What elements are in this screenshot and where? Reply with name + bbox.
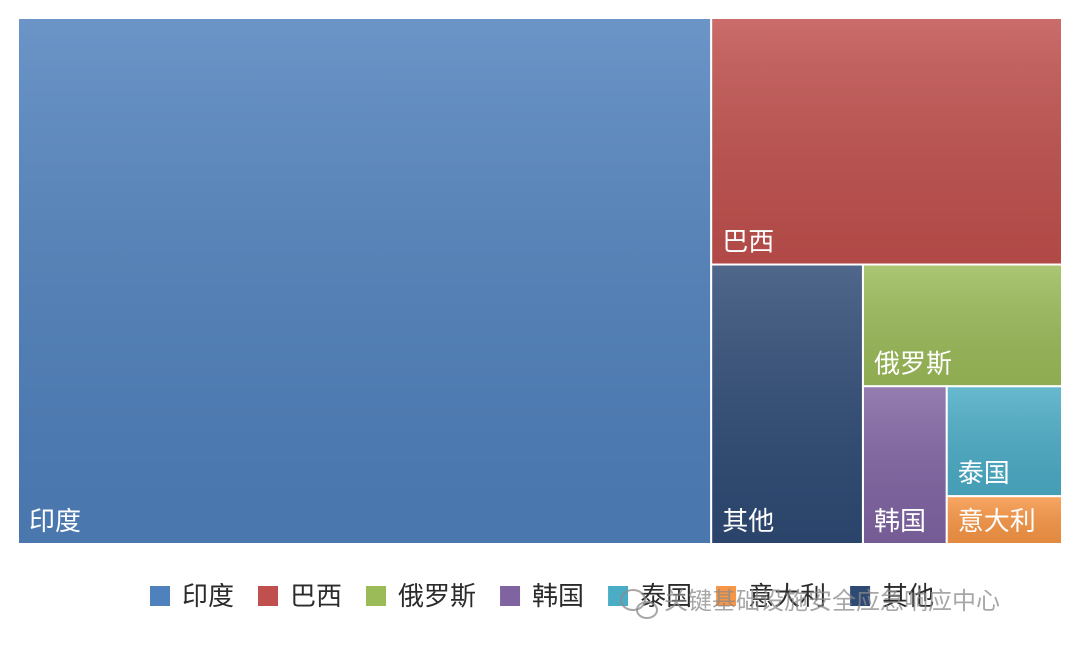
tile-label: 韩国 bbox=[874, 507, 926, 537]
tile-shade bbox=[947, 497, 1061, 543]
legend-label: 印度 bbox=[182, 582, 234, 612]
tile-label: 巴西 bbox=[722, 228, 774, 258]
legend-entry-3: 韩国 bbox=[500, 582, 584, 612]
tile-shade bbox=[19, 19, 711, 543]
legend-swatch bbox=[850, 586, 871, 606]
watermark-text: 关键基础设施安全应急响应中心 bbox=[664, 587, 1000, 615]
legend-swatch bbox=[716, 586, 737, 606]
tile-label: 意大利 bbox=[958, 507, 1036, 537]
wechat-icon bbox=[620, 589, 658, 619]
tile-1: 巴西 bbox=[710, 17, 1064, 266]
tile-5: 泰国 bbox=[945, 385, 1064, 498]
tile-label: 印度 bbox=[29, 507, 81, 537]
legend-entry-6: 其他 bbox=[850, 582, 934, 612]
watermark: 关键基础设施安全应急响应中心 bbox=[620, 587, 1000, 619]
legend-swatch bbox=[366, 586, 387, 606]
legend-label: 其他 bbox=[882, 582, 934, 612]
tile-shade bbox=[712, 19, 1061, 264]
tile-3: 俄罗斯 bbox=[861, 263, 1064, 388]
tile-0: 印度 bbox=[17, 17, 713, 545]
tile-6: 意大利 bbox=[945, 495, 1064, 545]
tile-shade bbox=[947, 387, 1061, 496]
tile-shade bbox=[863, 265, 1061, 386]
legend-swatch bbox=[608, 586, 629, 606]
legend-swatch bbox=[258, 586, 279, 606]
tile-shade bbox=[863, 387, 946, 543]
tile-label: 其他 bbox=[722, 507, 774, 537]
legend-entry-1: 巴西 bbox=[258, 582, 342, 612]
legend-label: 泰国 bbox=[640, 582, 692, 612]
legend-label: 意大利 bbox=[748, 582, 826, 612]
legend-label: 韩国 bbox=[532, 582, 584, 612]
legend-label: 俄罗斯 bbox=[398, 582, 476, 612]
legend-entry-0: 印度 bbox=[150, 582, 234, 612]
tile-2: 其他 bbox=[710, 263, 864, 545]
tile-label: 泰国 bbox=[958, 459, 1010, 489]
legend-entry-2: 俄罗斯 bbox=[366, 582, 476, 612]
legend-label: 巴西 bbox=[290, 582, 342, 612]
legend-swatch bbox=[500, 586, 521, 606]
legend-entry-5: 意大利 bbox=[716, 582, 826, 612]
tile-label: 俄罗斯 bbox=[874, 349, 952, 379]
tile-4: 韩国 bbox=[861, 385, 948, 545]
tile-shade bbox=[712, 265, 862, 543]
legend-swatch bbox=[150, 586, 170, 606]
legend-entry-4: 泰国 bbox=[608, 582, 692, 612]
legend: 印度 巴西 俄罗斯 韩国 泰国 意大利 其他 bbox=[150, 582, 934, 612]
